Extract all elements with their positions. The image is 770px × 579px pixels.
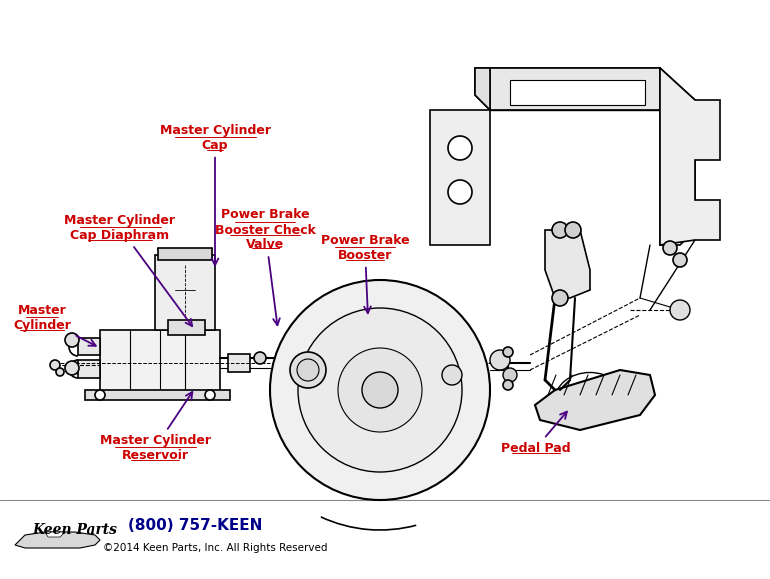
Polygon shape xyxy=(475,68,490,110)
Circle shape xyxy=(362,372,398,408)
Circle shape xyxy=(65,361,79,375)
Text: ©2014 Keen Parts, Inc. All Rights Reserved: ©2014 Keen Parts, Inc. All Rights Reserv… xyxy=(102,543,327,553)
Polygon shape xyxy=(78,338,100,355)
Circle shape xyxy=(254,352,266,364)
Circle shape xyxy=(338,348,422,432)
Circle shape xyxy=(673,253,687,267)
Text: Keen Parts: Keen Parts xyxy=(32,523,118,537)
Circle shape xyxy=(290,353,300,363)
Circle shape xyxy=(205,390,215,400)
Circle shape xyxy=(490,350,510,370)
Polygon shape xyxy=(100,330,220,395)
Circle shape xyxy=(270,280,490,500)
Polygon shape xyxy=(430,110,490,245)
Text: Master Cylinder
Cap: Master Cylinder Cap xyxy=(159,124,270,265)
Circle shape xyxy=(442,365,462,385)
Circle shape xyxy=(503,368,517,382)
Circle shape xyxy=(56,368,64,376)
Circle shape xyxy=(663,241,677,255)
Text: Master Cylinder
Cap Diaphram: Master Cylinder Cap Diaphram xyxy=(65,214,192,326)
Circle shape xyxy=(503,380,513,390)
Polygon shape xyxy=(158,248,212,260)
Circle shape xyxy=(298,308,462,472)
Circle shape xyxy=(297,359,319,381)
Polygon shape xyxy=(45,532,65,537)
Text: Power Brake
Booster Check
Valve: Power Brake Booster Check Valve xyxy=(215,208,316,325)
Circle shape xyxy=(304,354,312,362)
Text: Master
Cylinder: Master Cylinder xyxy=(13,304,95,346)
Circle shape xyxy=(448,180,472,204)
Polygon shape xyxy=(15,532,100,548)
Circle shape xyxy=(290,352,326,388)
Polygon shape xyxy=(545,230,590,298)
Polygon shape xyxy=(535,370,655,430)
Polygon shape xyxy=(510,80,645,105)
Text: Power Brake
Booster: Power Brake Booster xyxy=(320,234,410,313)
Polygon shape xyxy=(168,320,205,335)
Circle shape xyxy=(552,222,568,238)
Circle shape xyxy=(448,136,472,160)
Circle shape xyxy=(65,333,79,347)
Polygon shape xyxy=(228,354,250,372)
Polygon shape xyxy=(78,360,100,378)
Polygon shape xyxy=(660,68,720,245)
Circle shape xyxy=(50,360,60,370)
Text: (800) 757-KEEN: (800) 757-KEEN xyxy=(128,518,263,533)
Circle shape xyxy=(552,290,568,306)
Text: Master Cylinder
Reservoir: Master Cylinder Reservoir xyxy=(99,392,210,462)
Text: Pedal Pad: Pedal Pad xyxy=(501,412,571,455)
Polygon shape xyxy=(490,68,660,110)
Polygon shape xyxy=(475,68,695,245)
Circle shape xyxy=(95,390,105,400)
Circle shape xyxy=(670,300,690,320)
Polygon shape xyxy=(85,390,230,400)
Circle shape xyxy=(503,347,513,357)
Circle shape xyxy=(304,364,312,372)
Polygon shape xyxy=(155,255,215,330)
Circle shape xyxy=(565,222,581,238)
